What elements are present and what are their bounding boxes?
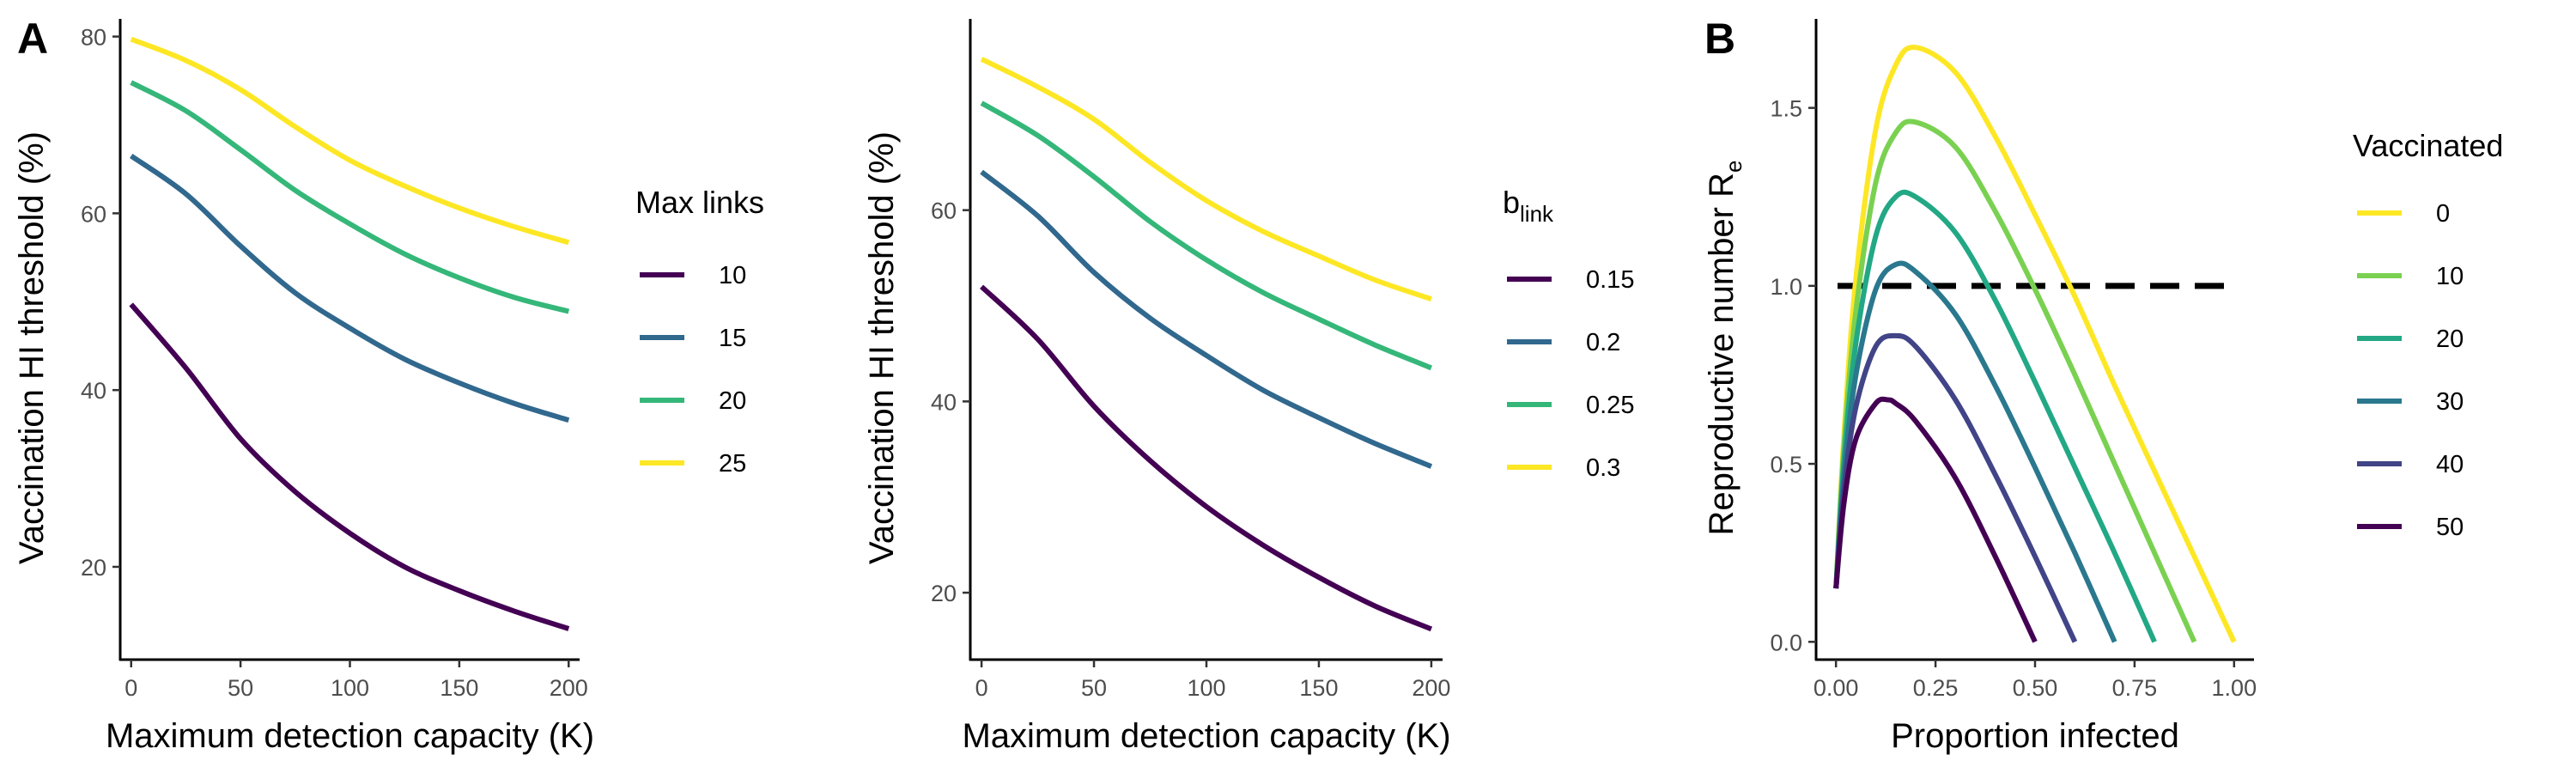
legend-title: Max links — [635, 185, 764, 220]
x-tick-label: 0.75 — [2112, 675, 2158, 701]
legend-title: Vaccinated — [2353, 128, 2503, 163]
panel-label-b: B — [1704, 15, 1735, 63]
x-tick-label: 1.00 — [2212, 675, 2257, 701]
y-axis-title-text: Reproductive number — [1703, 207, 1741, 535]
y-tick-label: 60 — [81, 201, 106, 227]
series-line-0.15 — [980, 284, 1433, 632]
series-line-0.25 — [980, 100, 1433, 371]
x-tick-label: 200 — [550, 675, 588, 701]
x-tick-label: 50 — [228, 675, 253, 701]
x-tick-label: 50 — [1081, 675, 1107, 701]
x-tick-label: 0.00 — [1814, 675, 1859, 701]
x-tick-label: 150 — [1299, 675, 1338, 701]
x-axis-title: Proportion infected — [1891, 717, 2179, 755]
x-tick-label: 0 — [125, 675, 137, 701]
legend-label-15: 15 — [719, 325, 746, 352]
y-tick-label: 0.0 — [1770, 630, 1802, 655]
series-line-20 — [1833, 189, 2157, 643]
y-tick-label: 20 — [81, 555, 106, 581]
legend-label-0.3: 0.3 — [1586, 454, 1620, 482]
series-line-20 — [130, 80, 570, 314]
y-tick-label: 20 — [931, 581, 957, 606]
series-line-10 — [129, 302, 570, 631]
y-axis-title: Vaccination HI threshold (%) — [13, 131, 51, 564]
x-axis-title: Maximum detection capacity (K) — [106, 717, 594, 755]
series-line-15 — [129, 154, 570, 423]
x-axis-title: Maximum detection capacity (K) — [962, 717, 1450, 755]
y-tick-label: 80 — [81, 25, 106, 51]
chart-panel-1: 0 50 100 150 200 20 40 60 80 Maximum detection ca… — [13, 19, 764, 755]
y-tick-label: 40 — [931, 389, 957, 415]
legend-label-10: 10 — [719, 262, 746, 289]
y-tick-label: 1.5 — [1770, 96, 1802, 122]
y-axis-title: Vaccination HI threshold (%) — [863, 131, 901, 564]
legend-label-0.2: 0.2 — [1586, 329, 1620, 356]
series-line-10 — [1833, 119, 2197, 643]
series-line-0.2 — [980, 169, 1433, 469]
y-tick-label: 1.0 — [1770, 274, 1802, 300]
legend-label-40: 40 — [2436, 451, 2464, 478]
x-tick-label: 150 — [440, 675, 478, 701]
legend-label-0.25: 0.25 — [1586, 392, 1634, 419]
legend-label-30: 30 — [2436, 388, 2464, 416]
series-line-50 — [1833, 396, 2038, 643]
series-line-40 — [1833, 332, 2078, 643]
chart-panel-3: 0.00 0.25 0.50 0.75 1.00 0.0 0.5 1.0 1.5 Proporti… — [1703, 19, 2503, 755]
legend-label-25: 25 — [719, 450, 746, 478]
x-tick-label: 100 — [331, 675, 369, 701]
series-line-0.3 — [980, 57, 1432, 302]
legend-label-0.15: 0.15 — [1586, 266, 1634, 294]
legend-label-10: 10 — [2436, 263, 2464, 290]
x-tick-label: 100 — [1187, 675, 1225, 701]
legend-title-subscript: link — [1520, 201, 1554, 227]
x-tick-label: 0.50 — [2013, 675, 2058, 701]
y-axis-title-symbol: R — [1703, 173, 1741, 198]
x-tick-label: 0 — [975, 675, 988, 701]
series-line-25 — [130, 36, 570, 246]
y-axis-title: Reproductive number Re — [1703, 161, 1747, 536]
y-axis-title-subscript: e — [1721, 161, 1747, 173]
y-axis-title-gap — [1703, 198, 1741, 207]
legend-label-20: 20 — [719, 387, 746, 415]
series-line-0 — [1833, 45, 2237, 643]
legend-title-main: b — [1503, 185, 1520, 220]
legend-label-0: 0 — [2436, 200, 2450, 228]
series-line-30 — [1833, 260, 2117, 643]
y-tick-label: 60 — [931, 198, 957, 224]
legend-title: blink — [1503, 185, 1554, 227]
chart-panel-2: 0 50 100 150 200 20 40 60 Maximum detection capa… — [863, 19, 1634, 755]
y-tick-label: 40 — [81, 378, 106, 404]
x-tick-label: 0.25 — [1913, 675, 1959, 701]
legend-label-50: 50 — [2436, 514, 2464, 541]
panel-label-a: A — [17, 15, 48, 63]
y-tick-label: 0.5 — [1770, 452, 1802, 478]
x-tick-label: 200 — [1412, 675, 1450, 701]
legend-label-20: 20 — [2436, 326, 2464, 353]
